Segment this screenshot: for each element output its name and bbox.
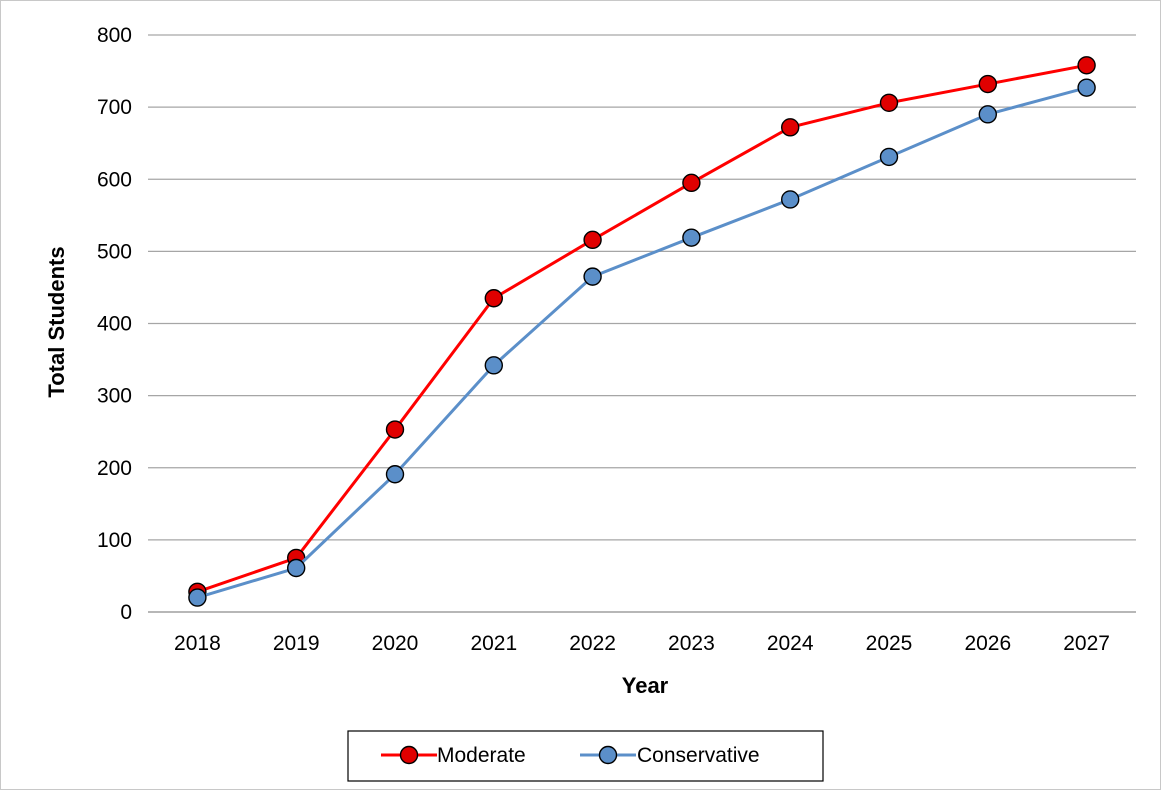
x-tick-label: 2027	[1063, 632, 1110, 655]
y-tick-label: 500	[97, 240, 132, 263]
legend-marker	[598, 745, 618, 765]
series-line	[196, 63, 1087, 594]
x-tick-label: 2019	[273, 632, 320, 655]
data-point	[1077, 56, 1096, 75]
legend-marker	[399, 745, 419, 765]
legend-item: Conservative	[580, 744, 760, 767]
legend-label: Moderate	[437, 744, 526, 767]
series-group	[188, 56, 1096, 607]
data-point	[682, 173, 701, 193]
data-point	[879, 147, 899, 167]
x-tick-label: 2023	[668, 632, 715, 655]
data-point	[385, 420, 405, 439]
data-point	[1077, 78, 1096, 97]
data-point	[583, 267, 602, 286]
x-tick-label: 2021	[470, 632, 517, 655]
series-moderate	[188, 56, 1096, 602]
data-point	[188, 588, 207, 607]
x-tick-labels: 2018 2019 2020 2021 2022 2023 2024 2025 2026 2027	[174, 632, 1110, 655]
legend: Moderate Conservative	[347, 730, 824, 782]
legend-item: Moderate	[381, 744, 526, 767]
series-conservative	[188, 78, 1096, 607]
y-tick-label: 600	[97, 168, 132, 191]
data-point	[287, 558, 306, 578]
data-point	[781, 190, 800, 209]
data-point	[781, 118, 800, 137]
data-point	[978, 74, 997, 94]
data-point	[583, 230, 602, 250]
y-axis-title: Total Students	[44, 246, 69, 397]
y-tick-label: 800	[97, 24, 132, 47]
y-tick-label: 100	[97, 529, 132, 552]
y-tick-label: 300	[97, 385, 132, 408]
x-tick-label: 2020	[372, 632, 419, 655]
x-axis-title: Year	[622, 673, 669, 698]
y-tick-label: 200	[97, 457, 132, 480]
x-tick-label: 2022	[569, 632, 616, 655]
data-point	[978, 105, 997, 124]
gridlines	[148, 34, 1136, 613]
data-point	[682, 228, 701, 247]
x-tick-label: 2024	[767, 632, 814, 655]
data-point	[879, 93, 899, 112]
y-tick-label: 0	[120, 601, 132, 624]
y-tick-label: 700	[97, 96, 132, 119]
legend-label: Conservative	[637, 744, 760, 767]
data-point	[385, 465, 405, 484]
y-tick-labels: 0 100 200 300 400 500 600 700 800	[97, 24, 132, 624]
series-line	[196, 86, 1087, 600]
x-tick-label: 2025	[866, 632, 913, 655]
data-point	[484, 289, 503, 308]
data-point	[484, 356, 503, 375]
x-tick-label: 2026	[964, 632, 1011, 655]
y-tick-label: 400	[97, 313, 132, 336]
x-tick-label: 2018	[174, 632, 221, 655]
